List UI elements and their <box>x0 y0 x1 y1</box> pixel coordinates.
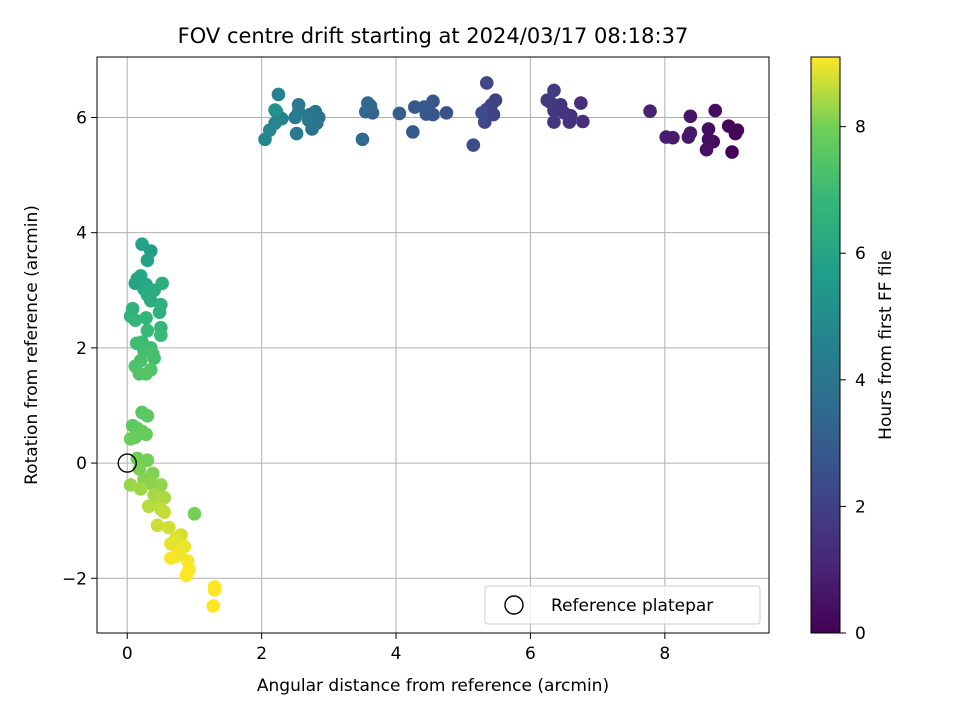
x-tick-label: 6 <box>525 644 536 664</box>
data-point <box>659 130 673 144</box>
data-point <box>721 119 736 133</box>
data-point <box>466 138 481 152</box>
colorbar-tick-label: 0 <box>855 624 866 644</box>
legend-marker <box>504 595 524 615</box>
data-point <box>479 76 494 90</box>
y-tick-label: 0 <box>76 454 87 474</box>
colorbar-tick-label: 2 <box>855 497 866 517</box>
reference-platepar-marker <box>117 453 137 473</box>
data-point <box>392 106 407 121</box>
x-tick-label: 4 <box>391 644 402 664</box>
colorbar-gradient <box>810 56 841 634</box>
colorbar-tick-label: 4 <box>855 371 866 391</box>
data-point <box>701 122 716 136</box>
data-point <box>359 104 373 119</box>
colorbar-label: Hours from first FF file <box>876 250 896 440</box>
data-point <box>439 106 454 120</box>
data-point <box>725 145 739 159</box>
data-point <box>540 93 555 107</box>
data-point <box>140 453 155 468</box>
data-point <box>133 482 148 496</box>
scatter-points <box>123 76 745 613</box>
data-point <box>139 311 153 325</box>
data-point <box>291 98 306 112</box>
data-point <box>406 125 420 139</box>
data-point <box>154 328 168 343</box>
colorbar-tick-label: 8 <box>855 118 866 138</box>
plot-area: 0 2 4 6 8 −2 0 2 4 6 <box>62 56 770 664</box>
data-point <box>155 276 169 291</box>
plot-frame <box>96 56 770 634</box>
data-point <box>271 87 286 102</box>
legend-label: Reference platepar <box>551 596 713 616</box>
data-point <box>123 432 138 446</box>
data-point <box>162 520 176 535</box>
colorbar-tick-label: 6 <box>855 244 866 264</box>
data-point <box>268 103 282 117</box>
data-point <box>139 427 153 442</box>
data-point <box>152 305 167 319</box>
data-point <box>289 126 304 141</box>
data-point <box>135 237 149 251</box>
plot-background <box>97 57 769 633</box>
data-point <box>408 100 422 114</box>
y-tick-label: 4 <box>76 224 87 244</box>
data-point <box>150 518 165 533</box>
data-point <box>130 451 145 466</box>
data-point <box>154 478 168 492</box>
data-point <box>139 367 153 381</box>
data-point <box>164 536 178 551</box>
data-point <box>699 142 714 157</box>
data-point <box>301 113 316 128</box>
data-point <box>157 505 171 519</box>
data-point <box>187 506 202 521</box>
data-point <box>576 114 590 129</box>
x-tick-label: 0 <box>122 644 133 664</box>
legend-box <box>484 585 761 625</box>
data-point <box>701 132 716 147</box>
data-point <box>417 100 432 114</box>
data-point <box>708 103 723 118</box>
data-point <box>140 323 155 338</box>
y-tick-label: 2 <box>76 339 87 359</box>
data-point <box>258 132 272 147</box>
data-point <box>179 568 194 583</box>
data-point <box>547 115 561 129</box>
data-point <box>140 253 155 268</box>
data-point <box>681 130 696 144</box>
data-point <box>164 551 178 565</box>
data-point <box>547 83 561 98</box>
y-axis-ticks: −2 0 2 4 6 <box>62 108 97 589</box>
x-axis-label: Angular distance from reference (arcmin) <box>257 676 609 696</box>
y-tick-label: 6 <box>76 108 87 128</box>
y-axis-label: Rotation from reference (arcmin) <box>22 205 42 485</box>
data-point <box>574 96 588 110</box>
x-axis-ticks: 0 2 4 6 8 <box>122 633 670 664</box>
y-tick-label: −2 <box>62 569 87 589</box>
data-point <box>145 346 160 361</box>
x-tick-label: 8 <box>659 644 670 664</box>
data-point <box>355 132 370 147</box>
data-point <box>128 313 143 328</box>
data-point <box>475 106 489 120</box>
data-point <box>643 104 657 118</box>
data-point <box>141 499 156 514</box>
legend: Reference platepar <box>484 585 761 625</box>
data-point <box>141 284 156 299</box>
data-point <box>207 583 222 597</box>
data-point <box>143 476 158 491</box>
chart-title: FOV centre drift starting at 2024/03/17 … <box>178 24 689 48</box>
data-point <box>683 109 698 124</box>
data-point <box>288 110 303 125</box>
colorbar: 0 2 4 6 8 Hours from first FF file <box>810 56 896 644</box>
data-point <box>140 409 155 423</box>
x-tick-label: 2 <box>256 644 267 664</box>
data-point <box>206 599 221 613</box>
colorbar-ticks: 0 2 4 6 8 <box>840 118 866 644</box>
